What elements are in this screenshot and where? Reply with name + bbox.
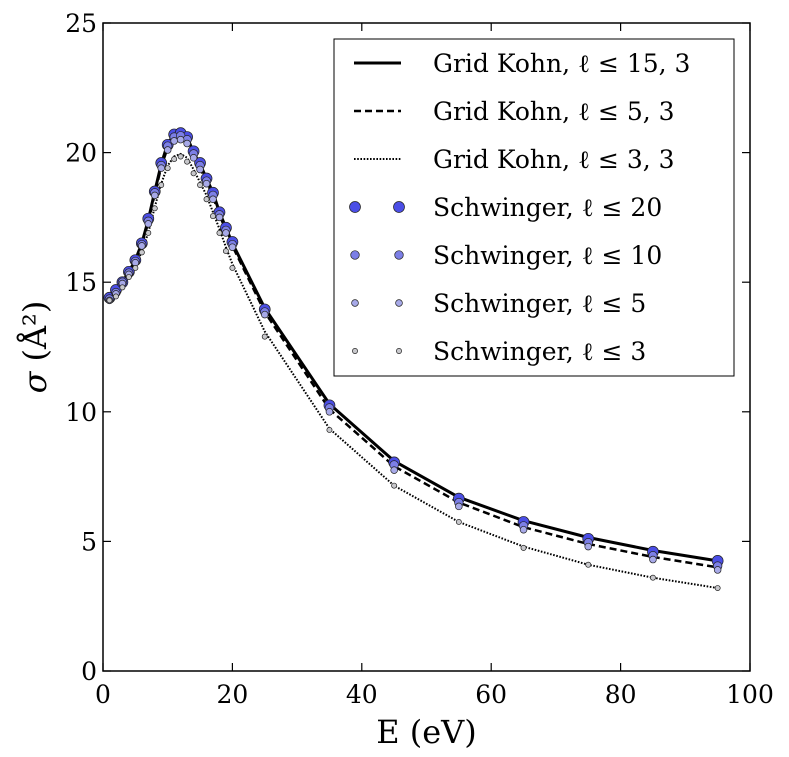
data-point xyxy=(713,566,722,574)
legend-entries: Grid Kohn, ℓ ≤ 15, 3 Grid Kohn, ℓ ≤ 5, 3 G… xyxy=(349,49,690,366)
plot-series xyxy=(103,127,724,592)
data-point xyxy=(325,408,334,416)
data-point xyxy=(229,264,236,271)
legend-swatch-marker xyxy=(396,348,402,354)
legend-label: Schwinger, ℓ ≤ 10 xyxy=(433,241,662,270)
plot-frame xyxy=(102,22,751,672)
data-point xyxy=(519,525,528,534)
data-point xyxy=(196,165,204,174)
y-tick-label: 20 xyxy=(65,139,97,168)
legend-swatch-marker xyxy=(395,299,403,307)
legend-swatch-marker xyxy=(349,201,361,213)
data-point xyxy=(650,574,656,581)
data-point xyxy=(261,310,269,319)
y-tick-label: 25 xyxy=(65,9,97,38)
tick-labels: 0 20 40 60 80 100 0 5 10 15 20 25 xyxy=(65,9,774,709)
data-point xyxy=(138,249,145,256)
data-point xyxy=(455,519,462,525)
x-tick-label: 20 xyxy=(216,680,248,709)
y-axis-unit: (Å²) xyxy=(16,301,54,362)
data-point xyxy=(132,264,139,271)
data-point xyxy=(106,297,113,304)
data-point xyxy=(170,137,178,145)
data-point xyxy=(151,205,158,212)
data-point xyxy=(164,165,171,172)
data-point xyxy=(157,164,165,172)
data-point xyxy=(649,555,657,564)
data-point xyxy=(176,135,185,144)
legend-label: Schwinger, ℓ ≤ 20 xyxy=(433,193,662,222)
data-point xyxy=(714,585,721,592)
y-tick-label: 15 xyxy=(65,268,97,297)
data-point xyxy=(585,561,592,568)
data-point xyxy=(145,230,152,236)
legend: Grid Kohn, ℓ ≤ 15, 3 Grid Kohn, ℓ ≤ 5, 3 G… xyxy=(333,38,735,377)
y-axis-symbol: σ xyxy=(16,370,54,393)
legend-swatch-marker xyxy=(393,201,405,213)
data-point xyxy=(455,502,463,511)
y-tick-label: 0 xyxy=(81,657,97,686)
legend-swatch-marker xyxy=(351,299,359,307)
legend-label: Grid Kohn, ℓ ≤ 3, 3 xyxy=(433,145,675,174)
data-point xyxy=(391,482,398,489)
legend-swatch-marker xyxy=(350,250,360,260)
data-point xyxy=(202,179,211,188)
data-point xyxy=(158,182,165,188)
data-point xyxy=(209,195,217,204)
x-tick-label: 100 xyxy=(726,680,774,709)
data-point xyxy=(144,220,153,228)
data-point xyxy=(210,213,216,220)
data-point xyxy=(222,229,230,237)
data-point xyxy=(190,170,197,177)
data-point xyxy=(197,182,203,188)
y-tick-label: 10 xyxy=(65,398,97,427)
scatter-series-3 xyxy=(106,153,721,592)
data-point xyxy=(228,243,237,251)
data-point xyxy=(163,146,172,154)
x-tick-label: 80 xyxy=(605,680,637,709)
data-point xyxy=(151,191,159,200)
data-point xyxy=(171,156,178,163)
data-point xyxy=(326,426,333,433)
x-tick-label: 40 xyxy=(346,680,378,709)
data-point xyxy=(119,284,126,291)
data-point xyxy=(184,158,191,165)
data-point xyxy=(261,333,268,340)
legend-swatch-marker xyxy=(394,250,404,260)
data-point xyxy=(520,544,527,551)
data-point xyxy=(177,153,184,160)
x-tick-label: 0 xyxy=(95,680,111,709)
data-point xyxy=(189,154,198,162)
legend-label: Grid Kohn, ℓ ≤ 15, 3 xyxy=(433,49,690,78)
legend-label: Schwinger, ℓ ≤ 3 xyxy=(433,337,646,366)
data-point xyxy=(203,196,210,203)
y-tick-label: 5 xyxy=(81,527,97,556)
data-point xyxy=(216,230,223,236)
y-axis-label: σ (Å²) xyxy=(16,301,54,394)
x-axis-label: E (eV) xyxy=(376,713,477,751)
data-point xyxy=(390,466,398,474)
legend-label: Schwinger, ℓ ≤ 5 xyxy=(433,289,646,318)
legend-swatch-marker xyxy=(352,348,358,354)
legend-label: Grid Kohn, ℓ ≤ 5, 3 xyxy=(433,97,675,126)
scatter-series-2 xyxy=(105,135,722,574)
data-point xyxy=(183,139,191,148)
data-point xyxy=(222,248,229,255)
data-point xyxy=(215,213,224,222)
data-point xyxy=(584,542,592,551)
y-axis-label-text: σ (Å²) xyxy=(16,301,54,394)
data-point xyxy=(112,293,119,300)
data-point xyxy=(138,242,146,250)
x-tick-label: 60 xyxy=(475,680,507,709)
data-point xyxy=(125,274,132,280)
